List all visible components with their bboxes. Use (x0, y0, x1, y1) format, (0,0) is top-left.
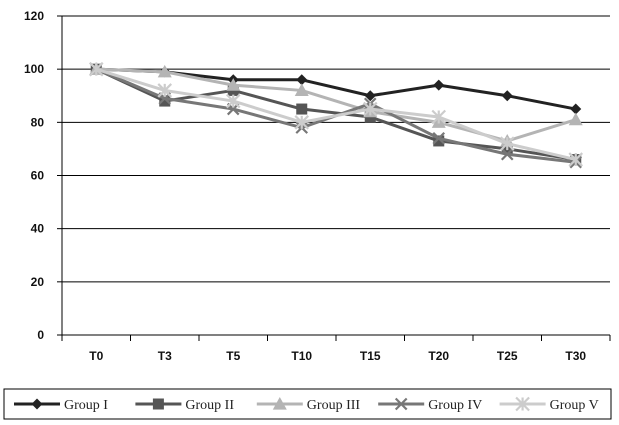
data-point-group-ii (433, 135, 445, 147)
data-point-group-i (364, 90, 376, 102)
data-point-group-i (501, 90, 513, 102)
legend-item-group-ii: Group II (135, 398, 234, 413)
legend: Group I Group II Group III Group IV Group V (3, 388, 612, 420)
data-point-group-iv (500, 147, 514, 161)
data-point-group-i (296, 74, 308, 86)
y-tick-label: 20 (31, 275, 45, 289)
data-point-group-i (433, 79, 445, 91)
x-tick-label: T25 (497, 349, 518, 363)
legend-swatch-marker (272, 397, 287, 410)
data-point-group-v (499, 136, 515, 151)
legend-label: Group V (550, 398, 599, 413)
data-point-group-v (225, 93, 241, 109)
y-tick-label: 80 (31, 115, 45, 129)
legend-swatch-marker (394, 397, 408, 411)
x-tick-label: T30 (565, 349, 586, 363)
legend-item-group-v: Group V (499, 396, 599, 413)
legend-swatch-marker (515, 396, 530, 412)
series-layer (88, 61, 584, 169)
data-point-group-iii (157, 64, 172, 78)
grid-layer (62, 15, 610, 336)
data-point-group-iii (294, 83, 309, 97)
legend-swatch-marker (31, 398, 43, 410)
legend-label: Group I (64, 398, 108, 413)
y-tick-label: 0 (37, 328, 44, 342)
data-point-group-v (88, 61, 104, 77)
data-point-group-ii (296, 103, 308, 115)
y-tick-label: 120 (24, 9, 44, 23)
x-tick-label: T0 (89, 349, 103, 363)
x-tick-label: T10 (291, 349, 312, 363)
data-point-group-v (157, 83, 173, 98)
legend-label: Group II (185, 398, 234, 413)
x-tick-label: T15 (360, 349, 381, 363)
x-tick-label: T5 (226, 349, 240, 363)
data-point-group-i (570, 103, 582, 115)
legend-label: Group IV (428, 398, 482, 413)
data-point-group-iv (432, 132, 446, 145)
y-tick-label: 60 (31, 169, 45, 183)
legend-item-group-i: Group I (14, 398, 108, 413)
y-tick-label: 100 (24, 62, 44, 76)
data-point-group-v (294, 115, 310, 130)
data-point-group-ii (159, 95, 171, 107)
y-tick-label: 40 (31, 222, 45, 236)
data-point-group-v (568, 152, 584, 167)
data-point-group-v (431, 109, 447, 125)
legend-item-group-iii: Group III (256, 397, 361, 413)
data-point-group-iii (226, 78, 241, 91)
legend-label: Group III (307, 398, 361, 413)
legend-swatch-marker (152, 398, 164, 410)
series-line-group-v (95, 67, 577, 162)
x-tick-label: T20 (428, 349, 449, 363)
data-point-group-iii (568, 112, 583, 126)
data-point-group-v (362, 101, 378, 117)
legend-item-group-iv: Group IV (378, 397, 482, 413)
axis-layer: 0 20 40 60 80 100 120 T0 T3 T5 T10 T15 T20 T25 T30 (24, 9, 611, 363)
series-group-v (88, 61, 584, 167)
x-tick-label: T3 (158, 349, 172, 363)
